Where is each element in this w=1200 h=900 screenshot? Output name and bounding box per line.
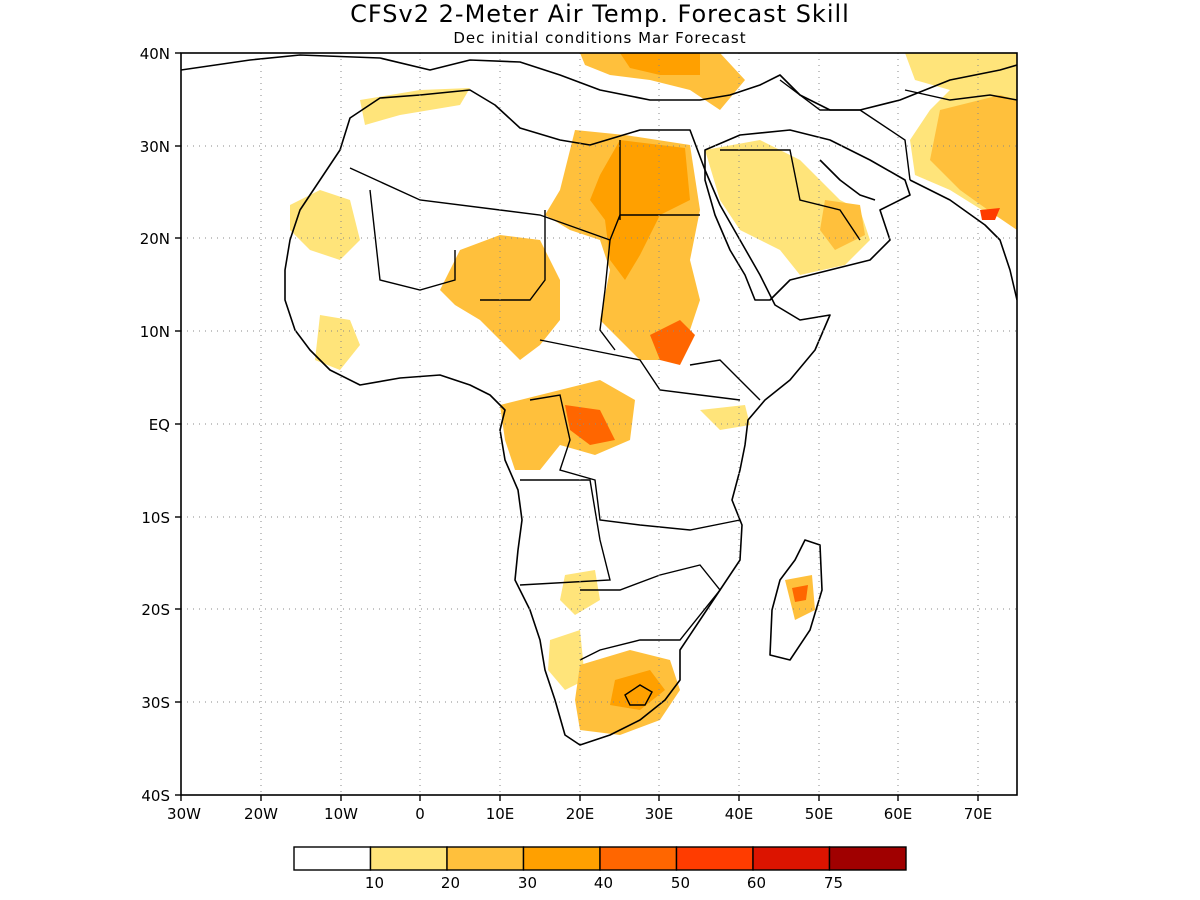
lon-label: 60E (884, 805, 913, 823)
borders (349, 79, 1017, 706)
lon-label: 30E (645, 805, 674, 823)
lat-labels: 40N 30N 20N 10N EQ 10S 20S 30S 40S (140, 45, 170, 805)
border-southern (579, 564, 721, 661)
skill-area-south-africa-core (610, 670, 665, 710)
colorbar-swatch-3 (522, 846, 601, 871)
skill-area-egypt-libya-core (590, 140, 690, 280)
colorbar-label: 50 (671, 874, 690, 892)
lat-label: 30N (140, 138, 170, 156)
lat-label: EQ (149, 416, 170, 434)
skill-area-india-core (980, 208, 1000, 220)
lon-label: 50E (805, 805, 834, 823)
lon-label: 20W (244, 805, 278, 823)
lat-label: 10S (141, 509, 170, 527)
colorbar-swatch-6 (752, 846, 831, 871)
persian-gulf-coastline (819, 159, 876, 201)
lon-labels: 30W 20W 10W 0 10E 20E 30E 40E 50E 60E 70… (167, 805, 992, 823)
colorbar-label: 75 (824, 874, 843, 892)
colorbar-label: 30 (518, 874, 537, 892)
skill-area-west-coast (315, 315, 360, 370)
skill-area-namibia (560, 570, 600, 615)
skill-area-congo (500, 380, 635, 470)
border-libya-chad (480, 210, 546, 301)
skill-area-east-africa (700, 405, 750, 430)
colorbar-labels: 10 20 30 40 50 60 75 (365, 874, 843, 892)
europe-coastline (181, 54, 1017, 111)
lat-label: 30S (141, 694, 170, 712)
colorbar-swatch-0 (293, 846, 372, 871)
colorbar-swatch-5 (675, 846, 754, 871)
border-congo (529, 394, 741, 531)
lon-label: 0 (415, 805, 425, 823)
skill-area-west-africa (290, 190, 360, 260)
madagascar-coastline (769, 539, 823, 661)
lat-label: 40S (141, 787, 170, 805)
skill-area-sahel (440, 235, 560, 360)
border-afghanistan (904, 89, 1017, 101)
lat-label: 10N (140, 323, 170, 341)
lon-label: 20E (566, 805, 595, 823)
border-iran (779, 79, 911, 181)
colorbar (293, 846, 907, 871)
chart-subtitle: Dec initial conditions Mar Forecast (453, 29, 747, 47)
lat-label: 40N (140, 45, 170, 63)
colorbar-swatch-7 (828, 846, 907, 871)
skill-area-morocco (360, 88, 470, 125)
colorbar-label: 40 (594, 874, 613, 892)
colorbar-swatch-1 (369, 846, 448, 871)
skill-area-mediterranean (580, 53, 745, 110)
india-coastline (909, 179, 1017, 301)
skill-area-mediterranean-core (620, 53, 700, 75)
arabia-coastline (704, 129, 911, 301)
axis-ticks (175, 52, 979, 801)
skill-area-madagascar-core (792, 585, 808, 602)
lat-label: 20S (141, 601, 170, 619)
skill-area-congo-core (565, 405, 615, 445)
skill-area-pakistan-india (930, 95, 1017, 230)
colorbar-label: 10 (365, 874, 384, 892)
border-central (539, 339, 741, 401)
border-arabia (720, 149, 861, 241)
border-lesotho (624, 684, 653, 706)
colorbar-swatch-4 (599, 846, 678, 871)
lon-label: 30W (167, 805, 201, 823)
lat-label: 20N (140, 230, 170, 248)
colorbar-label: 60 (747, 874, 766, 892)
border-sudan-chad (599, 239, 616, 351)
colorbar-swatch-2 (446, 846, 525, 871)
coastlines (181, 54, 1017, 746)
lon-label: 70E (964, 805, 993, 823)
border-east (689, 359, 761, 401)
lon-label: 40E (725, 805, 754, 823)
lon-label: 10E (486, 805, 515, 823)
skill-area-botswana (548, 630, 585, 690)
graticule (181, 53, 1017, 795)
lon-label: 10W (324, 805, 358, 823)
colorbar-label: 20 (441, 874, 460, 892)
skill-shading (290, 53, 1017, 735)
chart-title: CFSv2 2-Meter Air Temp. Forecast Skill (350, 0, 850, 28)
border-west-africa (369, 189, 456, 291)
